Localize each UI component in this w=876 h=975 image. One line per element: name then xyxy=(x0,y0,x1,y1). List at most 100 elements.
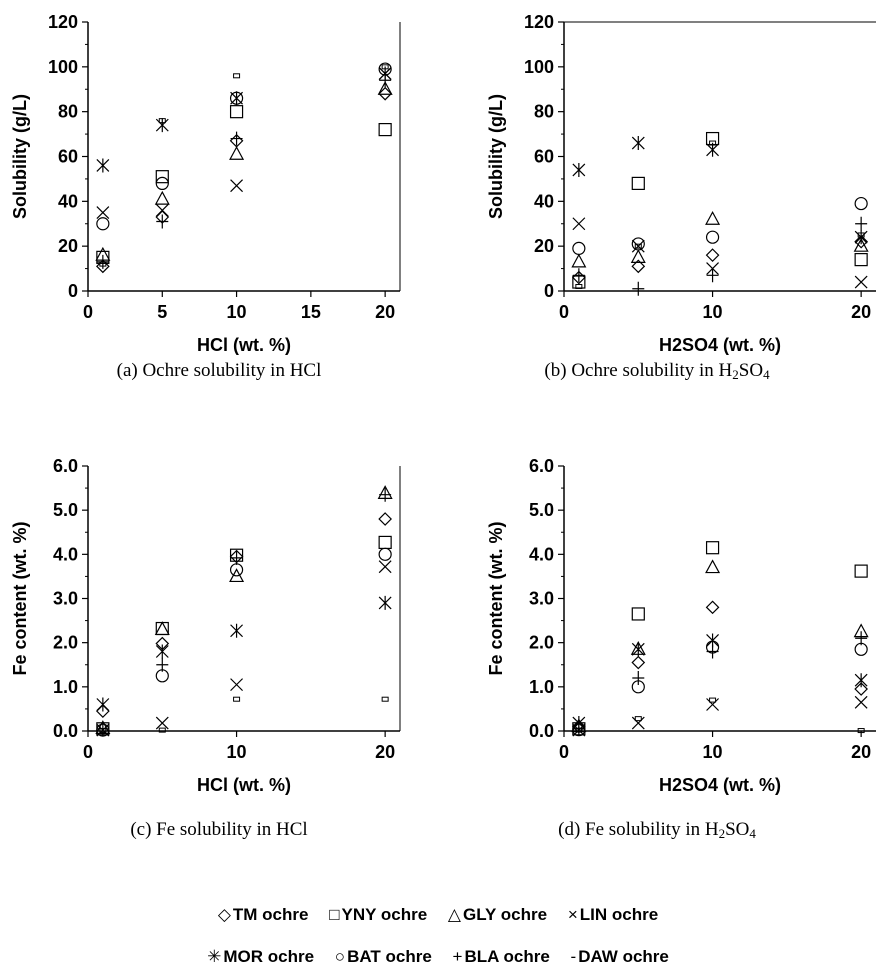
data-point xyxy=(230,550,243,565)
series-gly xyxy=(95,485,393,734)
data-point xyxy=(855,216,868,231)
data-point xyxy=(854,253,868,267)
legend-row-1: ◇ TM ochre □ YNY ochre △ GLY ochre × LIN och… xyxy=(0,905,876,925)
data-point xyxy=(705,248,720,262)
data-point xyxy=(705,600,720,615)
series-mor xyxy=(96,595,392,712)
circle-icon: ○ xyxy=(334,947,346,966)
y-tick-label: 4.0 xyxy=(53,544,78,564)
data-point xyxy=(378,560,392,574)
data-point xyxy=(156,214,169,229)
data-point xyxy=(631,607,645,621)
data-point xyxy=(575,727,583,733)
y-axis-label: Fe content (wt. %) xyxy=(10,522,30,676)
data-point xyxy=(230,179,243,193)
y-tick-label: 6.0 xyxy=(53,456,78,476)
series-tm xyxy=(96,86,392,274)
data-point xyxy=(378,595,392,610)
y-tick-label: 3.0 xyxy=(529,589,554,609)
data-point xyxy=(99,728,107,734)
series-bla xyxy=(572,631,868,736)
data-point xyxy=(631,237,645,251)
legend-item-tm: ◇ TM ochre xyxy=(217,905,309,924)
data-point xyxy=(630,249,646,263)
data-point xyxy=(632,281,645,296)
data-point xyxy=(381,64,389,70)
data-point xyxy=(229,105,244,119)
series-daw xyxy=(575,697,865,734)
data-point xyxy=(155,644,169,659)
data-point xyxy=(378,535,392,550)
x-tick-label: 0 xyxy=(559,302,569,322)
y-tick-label: 40 xyxy=(58,191,78,211)
data-point xyxy=(705,230,720,244)
y-tick-label: 2.0 xyxy=(53,633,78,653)
chart-panel-b: 0 20 40 60 80 100 120 0 10 20 H2SO4 (wt. %) Solubil… xyxy=(486,12,876,355)
legend-item-bat: ○ BAT ochre xyxy=(334,947,432,966)
x-tick-label: 10 xyxy=(227,742,247,762)
series-yny xyxy=(96,535,392,736)
y-tick-label: 2.0 xyxy=(529,633,554,653)
x-tick-label: 10 xyxy=(703,302,723,322)
y-tick-label: 0.0 xyxy=(53,721,78,741)
chart-panel-d: 0.0 1.0 2.0 3.0 4.0 5.0 6.0 0 10 20 H2SO4 (wt. %) F… xyxy=(486,456,876,795)
caption-b: (b) Ochre solubility in H2SO4 xyxy=(544,360,770,382)
y-tick-label: 60 xyxy=(534,147,554,167)
series-gly xyxy=(571,559,869,733)
y-tick-label: 5.0 xyxy=(529,500,554,520)
series-bla xyxy=(96,487,392,736)
data-point xyxy=(99,261,107,267)
data-point xyxy=(854,196,868,211)
dash-icon: - xyxy=(570,947,577,966)
data-point xyxy=(379,487,392,502)
data-point xyxy=(705,541,720,555)
x-tick-label: 20 xyxy=(375,302,395,322)
data-point xyxy=(705,211,721,225)
asterisk-icon: ✳ xyxy=(207,947,222,966)
data-point xyxy=(572,721,585,736)
data-point xyxy=(233,696,241,702)
data-point xyxy=(571,253,587,268)
y-axis-label: Solubility (g/L) xyxy=(486,94,506,219)
series-bat xyxy=(572,196,868,256)
data-point xyxy=(96,217,110,231)
y-tick-label: 1.0 xyxy=(529,677,554,697)
series-mor xyxy=(572,633,868,731)
data-point xyxy=(381,696,389,702)
caption-a: (a) Ochre solubility in HCl xyxy=(116,360,322,381)
y-tick-label: 40 xyxy=(534,191,554,211)
x-tick-label: 5 xyxy=(157,302,167,322)
x-tick-label: 0 xyxy=(559,742,569,762)
data-point xyxy=(709,140,717,146)
caption-d: (d) Fe solubility in H2SO4 xyxy=(558,819,756,841)
series-gly xyxy=(95,80,393,261)
y-tick-label: 20 xyxy=(58,236,78,256)
y-tick-label: 60 xyxy=(58,147,78,167)
series-daw xyxy=(99,696,389,734)
y-tick-label: 1.0 xyxy=(53,677,78,697)
data-point xyxy=(155,176,169,190)
data-point xyxy=(229,145,245,160)
data-point xyxy=(709,697,717,703)
y-tick-label: 120 xyxy=(48,12,78,32)
series-bat xyxy=(96,547,392,737)
y-axis-label: Solubility (g/L) xyxy=(10,94,30,219)
data-point xyxy=(155,203,169,217)
series-yny xyxy=(572,131,868,289)
triangle-icon: △ xyxy=(447,905,461,924)
chart-panel-a: 0 20 40 60 80 100 120 0 5 10 15 20 HCl (wt. %) Solubi… xyxy=(10,12,401,355)
data-point xyxy=(379,73,392,88)
data-point xyxy=(706,268,719,283)
data-point xyxy=(233,73,241,79)
data-point xyxy=(854,275,868,289)
data-point xyxy=(96,259,110,274)
data-point xyxy=(154,621,170,636)
y-tick-label: 100 xyxy=(524,57,554,77)
series-lin xyxy=(96,67,392,219)
series-daw xyxy=(575,140,865,290)
data-point xyxy=(705,559,721,574)
data-point xyxy=(158,727,166,733)
data-point xyxy=(706,644,719,659)
x-axis-label: HCl (wt. %) xyxy=(197,775,291,795)
